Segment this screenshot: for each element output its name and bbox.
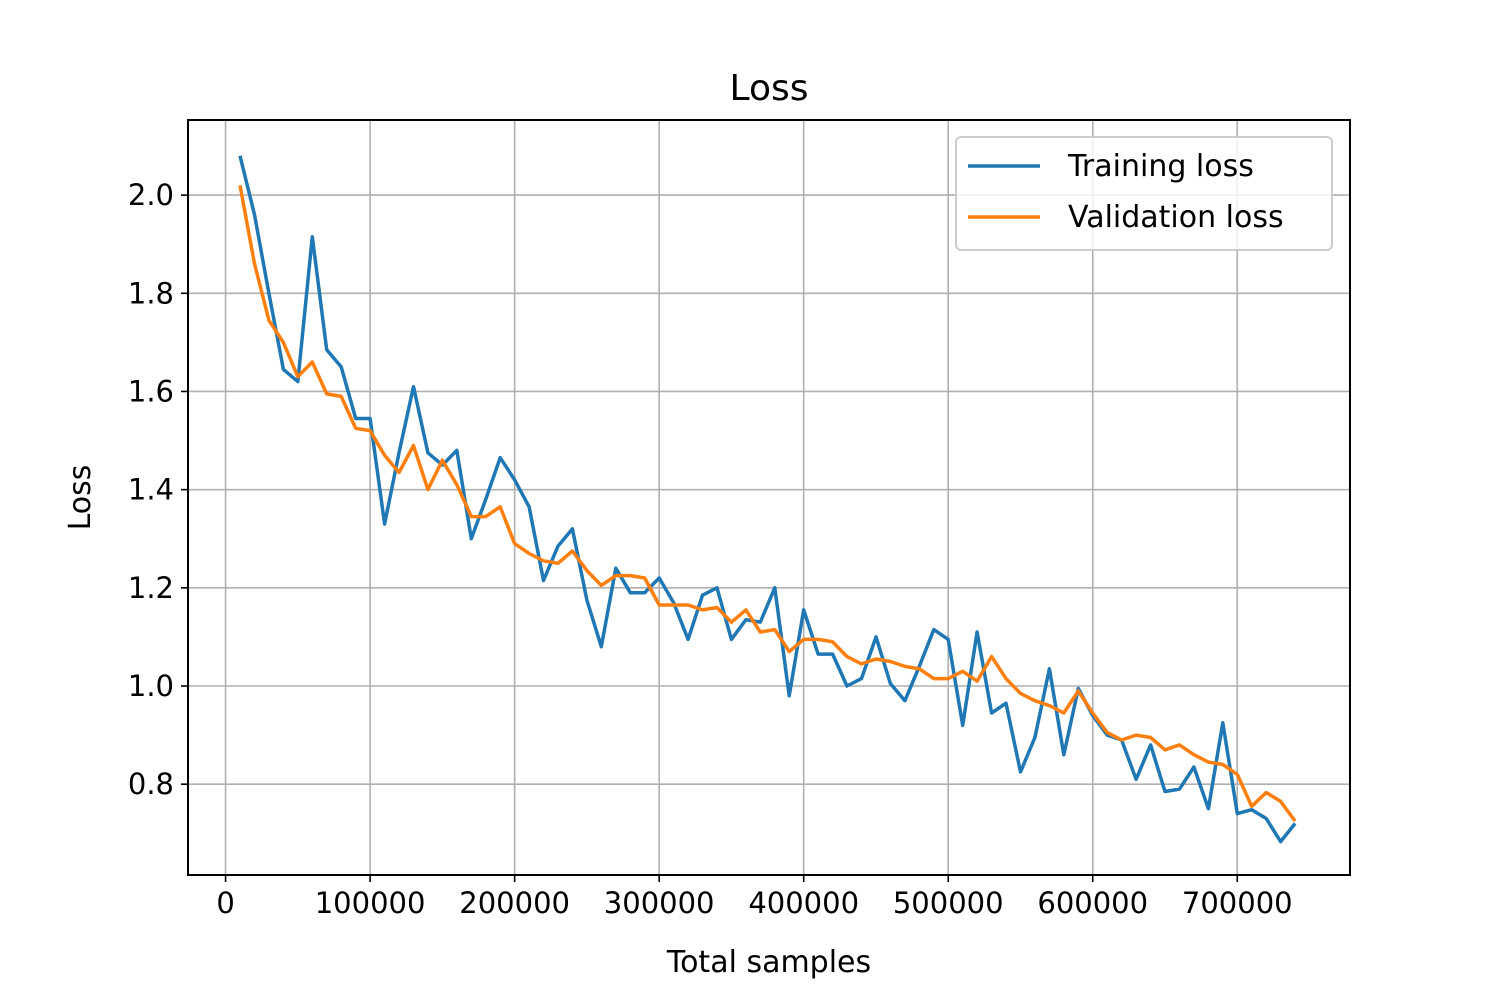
y-axis-label: Loss (63, 465, 98, 531)
chart-title: Loss (730, 68, 809, 109)
x-tick-label: 0 (216, 886, 234, 920)
legend-label: Validation loss (1068, 200, 1284, 235)
x-tick-label: 300000 (604, 886, 715, 920)
y-tick-label: 1.2 (128, 571, 174, 605)
y-tick-label: 1.4 (128, 473, 174, 507)
x-tick-label: 400000 (748, 886, 859, 920)
y-tick-label: 0.8 (128, 767, 174, 801)
y-tick-label: 1.0 (128, 669, 174, 703)
legend: Training loss Validation loss (955, 136, 1333, 251)
axis-ticks: 0 100000 200000 300000 400000 500000 600000 700… (128, 178, 1293, 920)
legend-box (955, 136, 1333, 251)
series-layer (238, 155, 1297, 844)
y-tick-label: 1.6 (128, 374, 174, 408)
y-tick-label: 1.8 (128, 276, 174, 310)
x-axis-label: Total samples (666, 945, 871, 980)
x-tick-label: 100000 (315, 886, 426, 920)
x-tick-label: 200000 (459, 886, 570, 920)
plot-frame (187, 119, 1351, 876)
legend-label: Training loss (1067, 149, 1254, 184)
x-tick-label: 600000 (1037, 886, 1148, 920)
series-line-validation-loss (238, 184, 1297, 823)
y-tick-label: 2.0 (128, 178, 174, 212)
x-tick-label: 700000 (1182, 886, 1293, 920)
x-tick-label: 500000 (893, 886, 1004, 920)
